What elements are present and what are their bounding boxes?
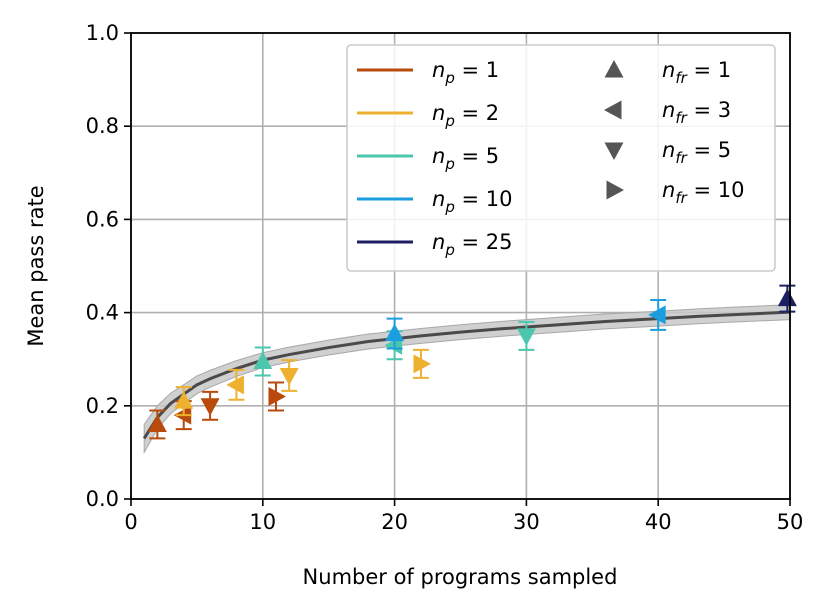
x-tick-label: 0 [124,510,137,534]
data-points [147,284,797,440]
marker-up [147,414,167,432]
data-point [385,317,405,350]
data-point [147,409,167,440]
legend-entry: np = 25 [357,230,513,259]
y-tick-label: 0.8 [86,114,119,138]
legend-label: nfr = 1 [662,58,731,87]
legend-entry: np = 5 [357,144,499,173]
legend-marker [604,100,622,120]
y-tick-label: 0.6 [86,207,119,231]
marker-right [268,386,286,406]
x-tick-label: 50 [777,510,804,534]
x-tick-label: 40 [645,510,672,534]
data-point [279,359,299,392]
legend-label: np = 25 [432,230,513,259]
legend-label: np = 1 [432,58,499,87]
data-point [226,368,245,401]
legend-label: nfr = 3 [662,98,731,127]
axes: 0 10 20 30 40 50 0.0 0.2 0.4 0.6 0.8 1.0 [86,21,804,534]
x-tick-label: 20 [381,510,408,534]
marker-down [516,328,536,346]
marker-up [777,288,797,307]
legend-entry: np = 2 [357,101,499,130]
marker-down [200,398,220,416]
data-point [174,386,194,417]
marker-up [385,323,405,342]
data-point [516,320,536,351]
legend-entry: nfr = 5 [604,138,731,167]
legend: np = 1 np = 2 np = 5 np = 10 np = 25 nfr = 1 n… [346,44,776,272]
y-tick-label: 1.0 [86,21,119,45]
mean-curve [142,310,791,440]
x-tick-label: 10 [249,510,276,534]
legend-label: np = 2 [432,101,499,130]
marker-up [174,391,194,409]
plot-frame [130,32,791,500]
data-point [648,299,667,331]
y-tick-label: 0.0 [86,487,119,511]
x-tick-label: 30 [513,510,540,534]
y-tick-label: 0.4 [86,301,119,325]
legend-label: np = 5 [432,144,499,173]
marker-left [226,375,244,395]
legend-marker [606,180,624,200]
legend-label: np = 10 [432,187,513,216]
legend-marker [604,60,624,78]
legend-label: nfr = 10 [662,178,744,207]
marker-up [253,351,273,370]
legend-entry: nfr = 1 [604,58,731,87]
legend-entry: nfr = 3 [604,98,731,127]
data-point [777,284,797,313]
legend-label: nfr = 5 [662,138,731,167]
legend-entry: nfr = 10 [606,178,744,207]
data-point [200,390,220,421]
data-point [253,346,273,377]
legend-entry: np = 10 [357,187,513,216]
y-tick-label: 0.2 [86,394,119,418]
data-point [267,381,286,412]
marker-down [279,368,299,386]
marker-right [413,354,431,374]
data-point [412,348,431,379]
legend-box [346,44,776,272]
legend-entry: np = 1 [357,58,499,87]
legend-marker [604,142,624,160]
x-axis-label: Number of programs sampled [303,565,618,589]
y-axis-label: Mean pass rate [24,185,48,346]
marker-left [648,305,666,325]
